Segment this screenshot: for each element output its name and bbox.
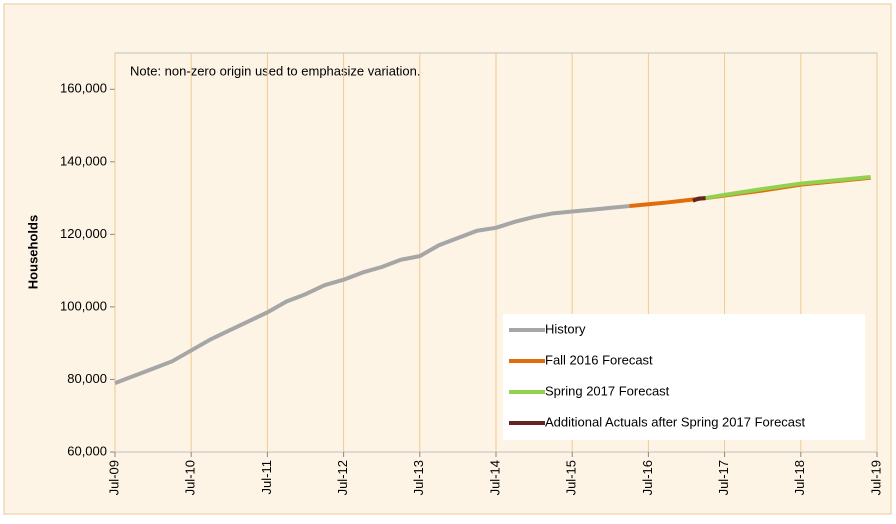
x-tick-label: Jul-14 [487, 460, 502, 495]
x-tick-label: Jul-12 [335, 460, 350, 495]
x-tick-label: Jul-16 [640, 460, 655, 495]
legend-label: History [545, 321, 586, 336]
legend-label: Spring 2017 Forecast [545, 383, 670, 398]
x-tick-label: Jul-11 [259, 460, 274, 494]
y-tick-label: 120,000 [60, 226, 107, 241]
y-tick-label: 140,000 [60, 153, 107, 168]
legend-label: Additional Actuals after Spring 2017 For… [545, 414, 806, 429]
series-line [114, 204, 630, 385]
series-line [705, 175, 871, 201]
x-tick-label: Jul-13 [411, 460, 426, 495]
y-axis-title: Households [25, 215, 40, 289]
y-tick-label: 60,000 [67, 443, 107, 458]
x-tick-label: Jul-17 [716, 460, 731, 495]
x-tick-label: Jul-15 [564, 460, 579, 495]
legend [503, 314, 865, 440]
x-tick-label: Jul-19 [868, 460, 883, 495]
note: Note: non-zero origin used to emphasize … [130, 63, 421, 78]
legend-label: Fall 2016 Forecast [545, 352, 653, 367]
series-line [692, 196, 706, 203]
x-tick-label: Jul-09 [106, 460, 121, 495]
y-tick-label: 160,000 [60, 81, 107, 96]
x-tick-label: Jul-10 [183, 460, 198, 495]
x-tick-label: Jul-18 [792, 460, 807, 495]
y-tick-label: 100,000 [60, 298, 107, 313]
y-tick-label: 80,000 [67, 371, 107, 386]
